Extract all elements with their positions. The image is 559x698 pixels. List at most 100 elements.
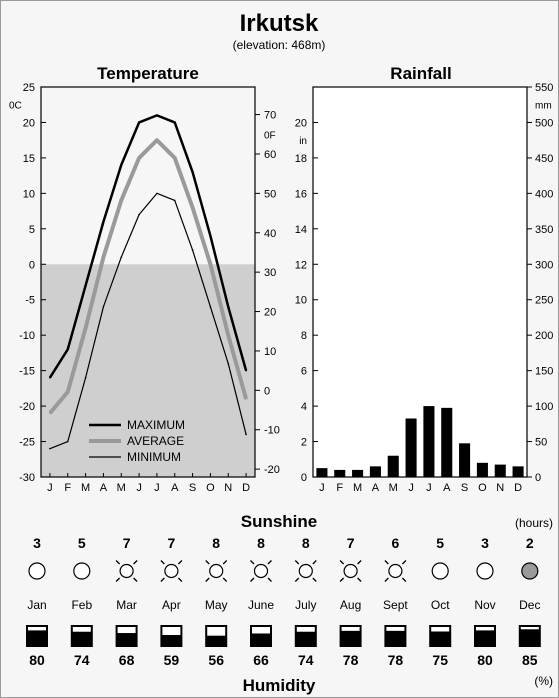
sun-disc [388, 563, 403, 579]
humidity-title: Humidity [243, 676, 316, 695]
rain-left-tick-label: 16 [295, 188, 307, 200]
temp-left-tick-label: -30 [19, 472, 35, 484]
rain-x-tick-label: M [389, 482, 398, 494]
sun-ray [357, 577, 362, 582]
humidity-value: 74 [298, 652, 314, 668]
data-point-minimum [209, 306, 212, 308]
sun-disc [209, 563, 224, 579]
temp-left-unit: 0C [9, 101, 22, 112]
sun-ray [115, 560, 121, 565]
sun-disc [164, 563, 179, 579]
rain-left-tick-label: 12 [295, 259, 307, 271]
rain-x-tick-label: M [353, 482, 362, 494]
sunshine-hours: 5 [78, 535, 86, 551]
temp-right-tick-label: 30 [264, 267, 276, 279]
sun-ray [384, 577, 389, 582]
rain-left-tick-label: 2 [301, 437, 307, 449]
humidity-gauge [70, 625, 93, 647]
rain-right-tick-label: 400 [535, 188, 553, 200]
rain-left-tick-label: 6 [301, 366, 307, 378]
temp-x-tick-label: J [47, 482, 53, 494]
rain-x-tick-label: J [408, 482, 414, 494]
month-label: July [295, 598, 316, 612]
humidity-unit: (%) [534, 674, 553, 688]
dark-circle-icon [521, 562, 539, 580]
sun-ray [115, 577, 121, 582]
sun-ray [160, 577, 165, 582]
humidity-gauge [294, 625, 317, 647]
sun-ray [250, 577, 255, 582]
sun-disc [119, 563, 134, 579]
sun-ray [401, 577, 407, 582]
sunshine-hours: 3 [481, 535, 489, 551]
sun-ray [133, 560, 138, 565]
data-point-minimum [245, 433, 247, 436]
rainfall-bar [512, 466, 524, 477]
temp-left-tick-label: -20 [19, 401, 35, 413]
temp-x-tick-label: O [206, 482, 215, 494]
humidity-empty [341, 627, 360, 631]
rain-left-tick-label: 8 [301, 330, 307, 342]
legend-label-minimum: MINIMUM [127, 450, 181, 464]
month-label: Aug [340, 598, 361, 612]
temp-x-tick-label: F [64, 482, 71, 494]
data-point-maximum [138, 121, 140, 124]
rain-x-tick-label: J [319, 482, 325, 494]
month-label: Nov [474, 598, 495, 612]
humidity-value: 78 [343, 652, 359, 668]
temp-right-tick-label: -10 [264, 425, 280, 437]
rain-left-tick-label: 0 [301, 472, 307, 484]
month-label: Jan [27, 598, 46, 612]
rain-x-tick-label: O [478, 482, 487, 494]
rainfall-bar [441, 407, 453, 477]
sun-ray [133, 577, 138, 582]
humidity-gauge [429, 625, 452, 647]
humidity-gauge [384, 625, 407, 647]
rain-x-tick-label: A [443, 482, 451, 494]
data-point-average [120, 199, 123, 202]
data-point-maximum [191, 171, 194, 173]
rainfall-bar [476, 462, 488, 477]
data-point-maximum [84, 284, 87, 287]
sun-ray [267, 560, 272, 565]
humidity-fill [518, 625, 541, 647]
rain-right-tick-label: 300 [535, 259, 553, 271]
data-point-average [227, 334, 230, 336]
sunshine-hours: 5 [436, 535, 444, 551]
rain-left-tick-label: 14 [295, 224, 307, 236]
humidity-value: 66 [253, 652, 269, 668]
humidity-value: 80 [29, 652, 45, 668]
sun-ray [177, 560, 183, 565]
humidity-value: 59 [164, 652, 180, 668]
humidity-gauge [339, 625, 362, 647]
rainfall-plot-frame [312, 86, 528, 478]
rain-left-tick-label: 20 [295, 117, 307, 129]
rain-x-tick-label: F [336, 482, 343, 494]
sunshine-hours: 8 [257, 535, 265, 551]
humidity-empty [431, 627, 450, 632]
sun-ray [384, 560, 389, 565]
sun-ray [339, 560, 345, 565]
rainfall-bar [494, 464, 506, 477]
month-label: June [248, 598, 274, 612]
sun-disc [253, 563, 269, 579]
data-point-average [173, 157, 176, 159]
rainfall-bar [405, 418, 417, 477]
legend-label-maximum: MAXIMUM [127, 418, 185, 432]
sun-ray [160, 560, 165, 565]
data-point-average [245, 398, 247, 400]
city-title: Irkutsk [240, 10, 319, 37]
humidity-empty [207, 627, 226, 636]
sun-icon [115, 560, 138, 582]
month-row: Jan Feb Mar Apr May June July Aug Sept Oct Nov Dec [27, 598, 540, 612]
data-point-maximum [245, 369, 247, 372]
sun-ray [401, 560, 407, 565]
data-point-average [84, 327, 87, 329]
sun-ray [357, 560, 362, 565]
sun-icon [250, 560, 272, 582]
humidity-row: 80 74 68 59 56 66 74 78 78 75 80 85 [26, 625, 541, 668]
temp-right-tick-label: 10 [264, 346, 276, 358]
temp-x-tick-label: A [171, 482, 179, 494]
sun-disc [298, 563, 313, 579]
